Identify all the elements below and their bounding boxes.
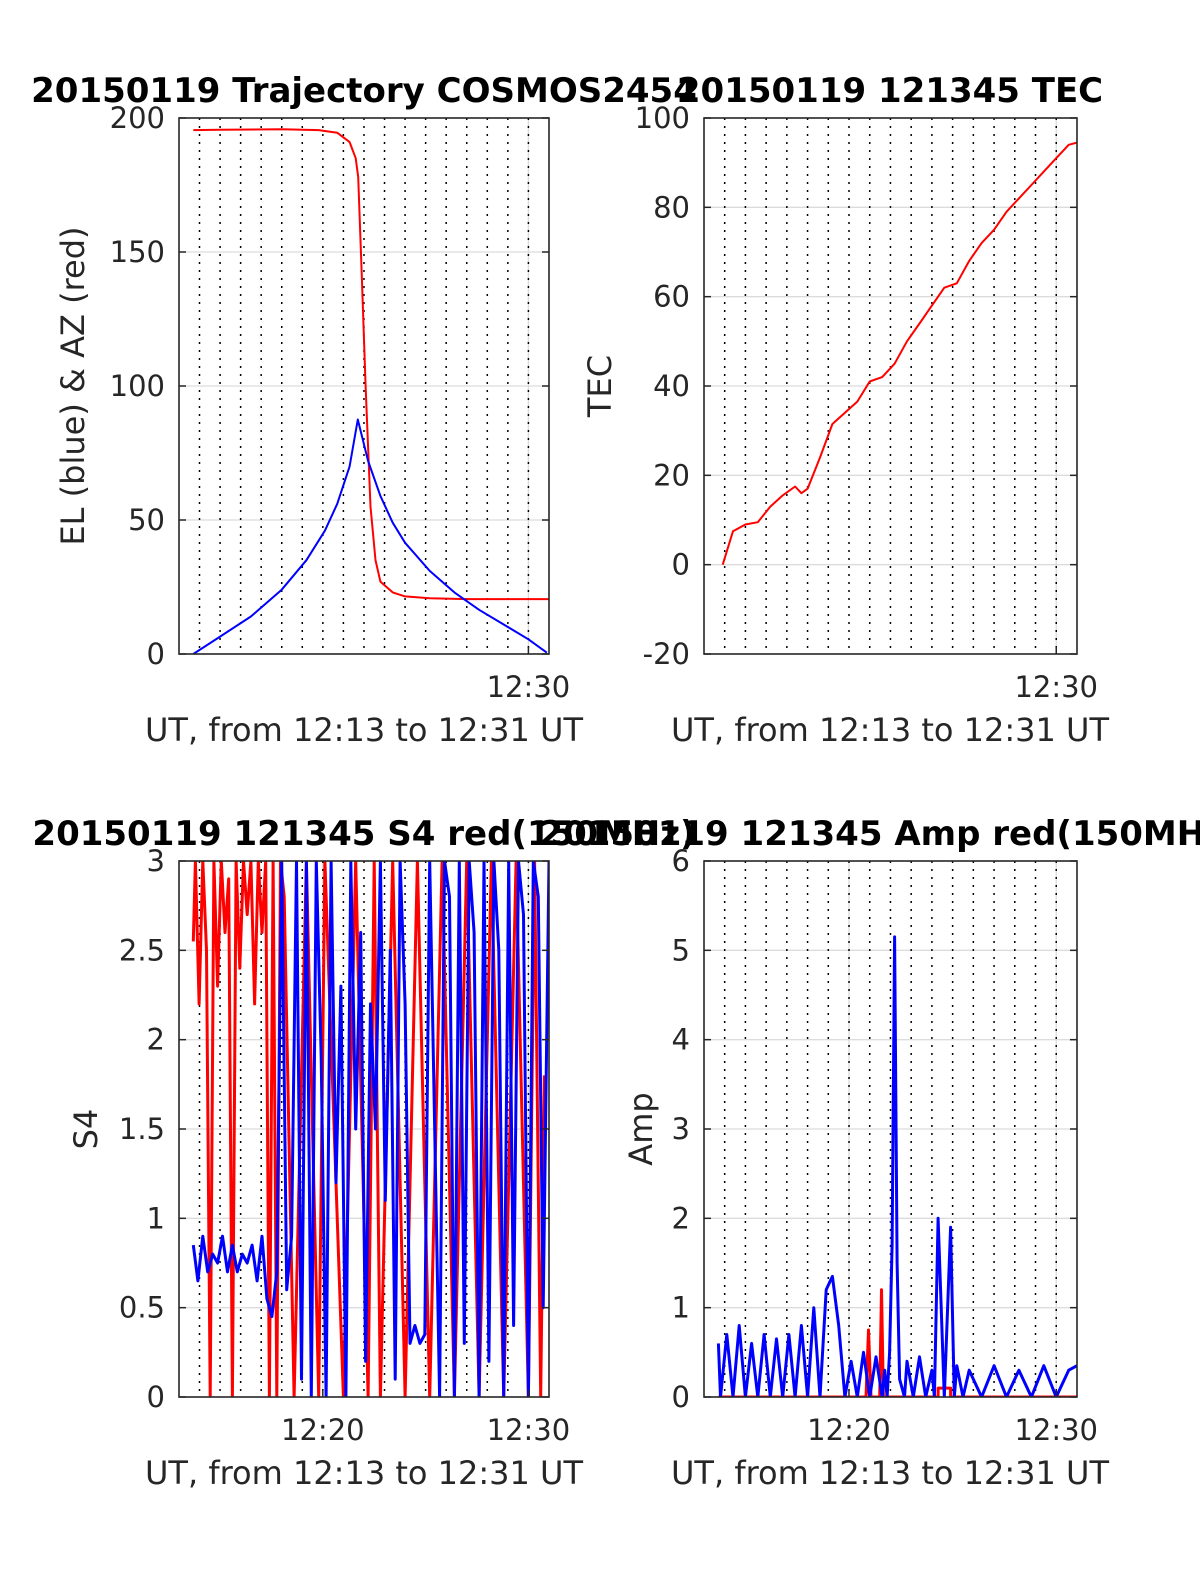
y-tick-label: 200 xyxy=(110,101,165,135)
y-tick-label: 2 xyxy=(672,1201,690,1235)
chart-title: 20150119 121345 Amp red(150MHz) xyxy=(539,814,1200,854)
y-tick-label: 0.5 xyxy=(119,1291,165,1325)
y-tick-label: 1 xyxy=(672,1291,690,1325)
y-tick-label: 100 xyxy=(110,369,165,403)
amp-series-line-2 xyxy=(716,935,1077,1397)
chart-title: 20150119 121345 TEC xyxy=(677,71,1103,111)
y-tick-label: 5 xyxy=(672,933,690,967)
tec-series-line-1 xyxy=(721,141,1077,565)
y-axis-label: Amp xyxy=(622,1092,660,1165)
x-tick-label: 12:30 xyxy=(487,670,571,704)
x-tick-label: 12:30 xyxy=(487,1413,571,1447)
y-tick-label: 2 xyxy=(147,1023,165,1057)
y-tick-label: 2.5 xyxy=(119,933,165,967)
y-tick-label: 80 xyxy=(653,190,690,224)
y-axis-label: EL (blue) & AZ (red) xyxy=(54,226,92,545)
y-tick-label: 60 xyxy=(653,280,690,314)
y-tick-label: 1 xyxy=(147,1201,165,1235)
trajectory-series-line-1 xyxy=(193,128,549,601)
x-axis-label: UT, from 12:13 to 12:31 UT xyxy=(671,1454,1109,1492)
s4-series-line-2 xyxy=(191,861,549,1397)
y-tick-label: 100 xyxy=(635,101,690,135)
x-axis-label: UT, from 12:13 to 12:31 UT xyxy=(145,1454,583,1492)
y-tick-label: 4 xyxy=(672,1023,690,1057)
minute-dotted-lines xyxy=(723,861,1057,1397)
minute-dotted-lines xyxy=(198,118,530,654)
x-axis-label: UT, from 12:13 to 12:31 UT xyxy=(671,711,1109,749)
panel-amp: 0 1 2 3 4 5 6 12:20 12:30 20150119 121345 Amp red… xyxy=(539,814,1200,1492)
minute-dotted-lines xyxy=(723,118,1057,654)
trajectory-series-line-2 xyxy=(192,418,548,654)
x-tick-label: 12:20 xyxy=(281,1413,365,1447)
panel-tec: -20 0 20 40 60 80 100 12:30 20150119 121345 TEC U… xyxy=(581,71,1109,749)
y-tick-label: 0 xyxy=(672,1380,690,1414)
y-tick-label: 0 xyxy=(147,637,165,671)
y-tick-label: 6 xyxy=(672,844,690,878)
y-tick-label: -20 xyxy=(643,637,690,671)
x-tick-label: 12:30 xyxy=(1014,1413,1098,1447)
x-tick-label: 12:30 xyxy=(1014,670,1098,704)
y-tick-label: 3 xyxy=(672,1112,690,1146)
x-axis-label: UT, from 12:13 to 12:31 UT xyxy=(145,711,583,749)
y-tick-label: 50 xyxy=(128,503,165,537)
y-tick-label: 20 xyxy=(653,458,690,492)
y-tick-label: 1.5 xyxy=(119,1112,165,1146)
y-tick-label: 3 xyxy=(147,844,165,878)
y-tick-label: 0 xyxy=(147,1380,165,1414)
y-tick-label: 40 xyxy=(653,369,690,403)
y-axis-label: TEC xyxy=(581,355,619,418)
y-axis-label: S4 xyxy=(67,1109,105,1150)
y-tick-label: 150 xyxy=(110,235,165,269)
amp-series-line-1 xyxy=(718,1288,1077,1397)
panel-s4: 0 0.5 1 1.5 2 2.5 3 12:20 12:30 20150119 121345 S… xyxy=(32,814,695,1492)
chart-title: 20150119 Trajectory COSMOS2454 xyxy=(31,71,697,111)
y-tick-label: 0 xyxy=(672,548,690,582)
chart-title: 20150119 121345 S4 red(150MHz) xyxy=(32,814,695,854)
x-tick-label: 12:20 xyxy=(807,1413,891,1447)
